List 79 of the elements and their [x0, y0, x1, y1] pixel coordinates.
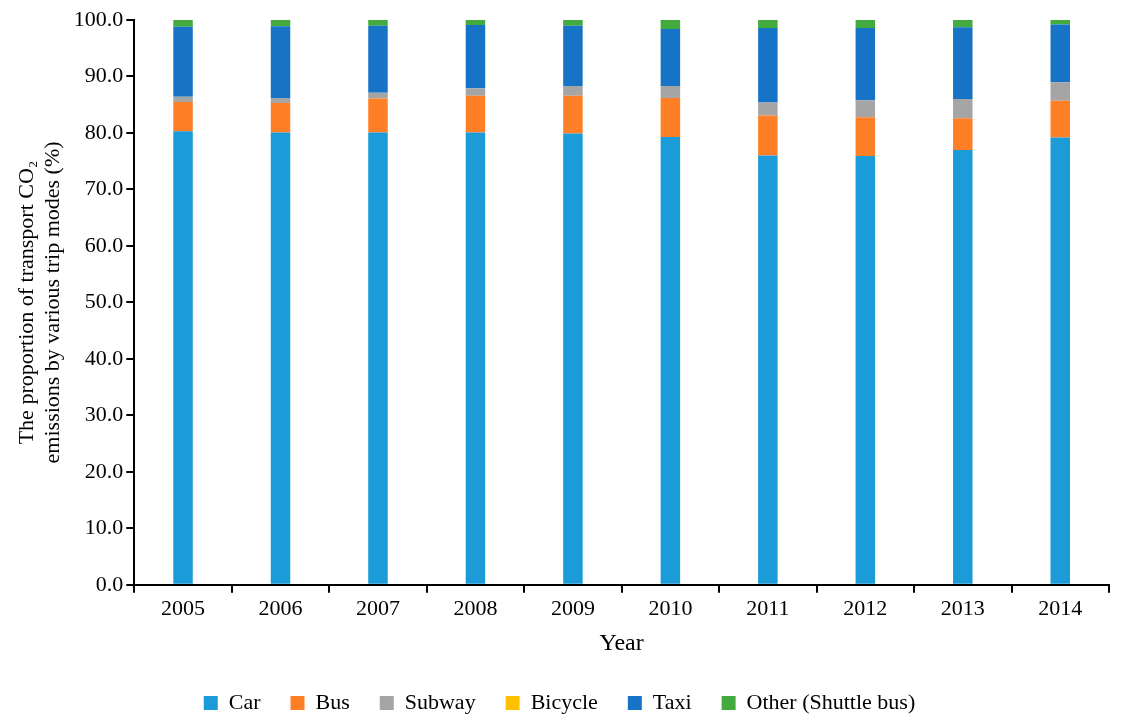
bar: [953, 118, 973, 150]
bar: [270, 20, 291, 27]
bar: [953, 149, 973, 584]
bar: [173, 131, 193, 584]
y-tick-label: 10.0: [84, 514, 124, 540]
bar: [270, 26, 291, 98]
bar: [1050, 82, 1071, 101]
legend-label: Bus: [315, 688, 350, 714]
bar: [563, 20, 583, 26]
x-tick-label: 2013: [940, 594, 985, 620]
x-tick-label: 2007: [355, 594, 400, 620]
bar: [173, 96, 193, 102]
x-tick-label: 2005: [161, 594, 206, 620]
y-axis-title: The proportion of transport CO₂ emissions by various trip modes (%): [12, 141, 65, 464]
bar: [173, 101, 193, 132]
bar: [855, 156, 876, 584]
bar: [465, 25, 486, 89]
y-tick-label: 40.0: [84, 344, 124, 370]
bar: [855, 117, 876, 157]
x-tick-label: 2012: [843, 594, 888, 620]
bar: [173, 26, 193, 97]
bar: [1050, 20, 1071, 25]
bar: [270, 132, 291, 584]
bar: [465, 88, 486, 96]
bar: [855, 20, 876, 28]
bar: [660, 86, 681, 98]
legend-label: Taxi: [652, 688, 692, 714]
bar: [1050, 100, 1071, 138]
bar: [953, 27, 973, 100]
bar: [563, 25, 583, 87]
bar: [368, 92, 388, 99]
bar: [758, 115, 778, 156]
x-tick-label: 2014: [1038, 594, 1083, 620]
bar: [465, 20, 486, 26]
bar: [368, 25, 388, 93]
bar: [368, 20, 388, 26]
y-tick-label: 0.0: [95, 570, 124, 596]
bar: [465, 132, 486, 584]
x-tick-label: 2011: [746, 594, 790, 620]
y-tick-label: 50.0: [84, 288, 124, 314]
legend-label: Subway: [404, 688, 476, 714]
y-tick-label: 70.0: [84, 175, 124, 201]
bar: [953, 99, 973, 119]
bar: [368, 132, 388, 584]
bar: [563, 86, 583, 96]
x-axis-title: Year: [599, 628, 644, 655]
bar: [660, 97, 681, 137]
y-tick-label: 20.0: [84, 457, 124, 483]
bar: [855, 100, 876, 118]
bar: [953, 20, 973, 28]
y-tick-label: 30.0: [84, 401, 124, 427]
bar: [855, 27, 876, 101]
bar: [563, 95, 583, 134]
bar: [1050, 24, 1071, 83]
bar: [758, 20, 778, 28]
bar: [563, 133, 583, 584]
bar: [368, 98, 388, 133]
bar: [270, 103, 291, 133]
legend-label: Other (Shuttle bus): [746, 688, 916, 714]
bar: [660, 29, 681, 87]
bar: [758, 102, 778, 116]
y-tick-label: 90.0: [84, 62, 124, 88]
legend-label: Bicycle: [530, 688, 598, 714]
y-tick-label: 80.0: [84, 118, 124, 144]
bar: [758, 155, 778, 584]
x-tick-label: 2009: [550, 594, 595, 620]
y-tick-label: 60.0: [84, 231, 124, 257]
bar: [173, 20, 193, 27]
legend-label: Car: [228, 688, 262, 714]
bar: [270, 97, 291, 104]
x-tick-label: 2010: [648, 594, 693, 620]
x-tick-label: 2008: [453, 594, 498, 620]
y-tick-label: 100.0: [73, 5, 124, 31]
bar: [1050, 137, 1071, 584]
bar: [465, 95, 486, 133]
x-tick-label: 2006: [258, 594, 303, 620]
bar: [758, 27, 778, 103]
bar: [660, 20, 681, 30]
bar: [660, 136, 681, 584]
